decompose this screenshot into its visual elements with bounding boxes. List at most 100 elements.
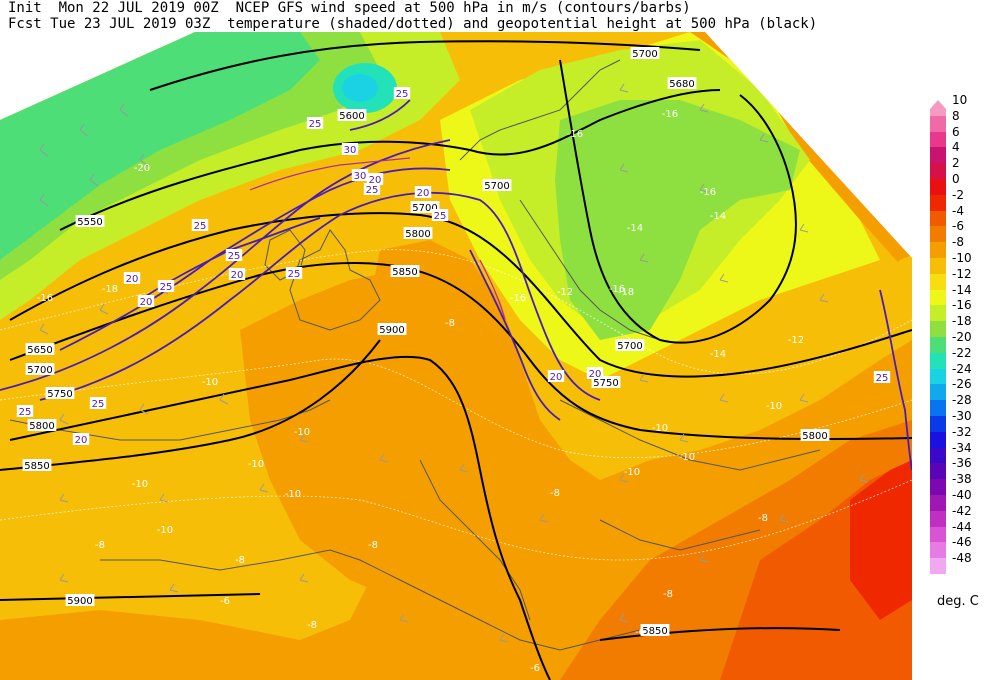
- legend-label: -44: [952, 519, 972, 534]
- legend-swatch: [930, 242, 946, 259]
- temperature-label: -16: [609, 284, 625, 295]
- legend-entry: -34: [930, 441, 990, 464]
- temperature-contours: [0, 249, 912, 561]
- temperature-label: -10: [766, 401, 782, 412]
- height-label: 5850: [24, 461, 49, 472]
- wind-label-box: [366, 173, 384, 185]
- legend-swatch: [930, 510, 946, 528]
- legend-entry: -36: [930, 456, 990, 480]
- height-label-box: [22, 459, 52, 471]
- height-label-box: [640, 624, 670, 636]
- legend-swatch: [930, 321, 946, 338]
- wind-label-box: [228, 268, 246, 280]
- height-label: 5900: [67, 596, 92, 607]
- temperature-label: -10: [248, 459, 264, 470]
- height-label: 5850: [392, 267, 417, 278]
- wind-label: 20: [417, 188, 430, 199]
- wind-label: 20: [75, 435, 88, 446]
- temperature-label: -8: [368, 540, 378, 551]
- legend-entry: -6: [930, 219, 990, 243]
- legend-label: -12: [952, 266, 972, 281]
- legend-label: 10: [952, 93, 968, 107]
- legend-label: -4: [952, 203, 964, 218]
- legend-swatch: [930, 226, 946, 243]
- legend-swatch: [930, 368, 946, 385]
- legend-entry: -14: [930, 283, 990, 306]
- temperature-label: -10: [679, 452, 695, 463]
- legend-entry: -32: [930, 425, 990, 449]
- wind-label-box: [351, 169, 369, 181]
- legend-swatch: [930, 526, 946, 543]
- temperature-label: -10: [202, 377, 218, 388]
- height-label: 5550: [77, 217, 102, 228]
- legend-swatch: [930, 447, 946, 464]
- legend-swatch: [930, 337, 946, 354]
- legend-entry: -18: [930, 314, 990, 338]
- wind-label-box: [363, 183, 381, 195]
- height-label: 5850: [642, 626, 667, 637]
- wind-label-box: [16, 405, 34, 417]
- temperature-label: -14: [710, 211, 726, 222]
- legend-entry: 2: [930, 156, 990, 180]
- temperature-label: -8: [758, 513, 768, 524]
- wind-label: 20: [550, 372, 563, 383]
- legend-swatch: [930, 273, 946, 291]
- temperature-label: -10: [157, 525, 173, 536]
- wind-label: 20: [140, 297, 153, 308]
- wind-label: 25: [434, 211, 447, 222]
- temperature-label: -20: [134, 163, 150, 174]
- legend-entry: -20: [930, 330, 990, 354]
- height-label-box: [377, 323, 407, 335]
- legend-swatch: [930, 258, 946, 275]
- wind-label: 25: [876, 373, 889, 384]
- height-labels: 5700 5680 5550 5600 5700 5700 5700 5800 5850 5900…: [22, 47, 830, 637]
- temperature-label: -16: [700, 187, 716, 198]
- wind-label-box: [341, 143, 359, 155]
- legend-entry: -40: [930, 488, 990, 512]
- height-label-box: [65, 594, 95, 606]
- temperature-label: -10: [294, 427, 310, 438]
- height-label: 5700: [27, 365, 52, 376]
- legend-label: -28: [952, 393, 972, 408]
- wind-label: 25: [288, 269, 301, 280]
- legend-label: 2: [952, 156, 960, 171]
- height-label-box: [27, 419, 57, 431]
- height-label-box: [25, 363, 55, 375]
- temperature-label: -16: [567, 129, 583, 140]
- legend-label: -14: [952, 282, 972, 297]
- temperature-labels: -16-16-16-14-14-16-16-12 -18-20-16-18-14-…: [37, 109, 804, 674]
- temperature-label: -8: [550, 488, 560, 499]
- legend-swatch: [930, 352, 946, 370]
- height-label-box: [75, 215, 105, 227]
- height-label-box: [25, 343, 55, 355]
- wind-label: 25: [160, 282, 173, 293]
- wind-label: 20: [369, 175, 382, 186]
- legend-entry: -30: [930, 409, 990, 433]
- temperature-label: -16: [662, 109, 678, 120]
- legend-swatch: [930, 463, 946, 480]
- legend-entry: -10: [930, 251, 990, 275]
- height-label-box: [482, 179, 512, 191]
- height-label: 5680: [669, 79, 694, 90]
- wind-label-box: [72, 433, 90, 445]
- temperature-label: -10: [132, 479, 148, 490]
- legend-label: -18: [952, 314, 972, 329]
- legend-unit: deg. C: [937, 594, 979, 609]
- legend-entry: -38: [930, 472, 990, 496]
- height-label-box: [390, 265, 420, 277]
- legend-label: -24: [952, 361, 972, 376]
- legend-swatch: [930, 131, 946, 148]
- height-label: 5750: [47, 389, 72, 400]
- legend-label: 0: [952, 172, 960, 186]
- legend-swatch: [930, 100, 946, 117]
- legend-entry: -44: [930, 520, 990, 543]
- wind-label: 25: [366, 185, 379, 196]
- wind-label-box: [89, 397, 107, 409]
- temperature-label: -6: [220, 596, 230, 607]
- legend-label: -48: [952, 551, 972, 566]
- legend-swatch: [930, 416, 946, 433]
- temperature-legend: 10 8 6 4 2 0 -2 -4 -6 -8 -10 -12 -14 -16 -18 -20 -22 -24-…: [930, 93, 990, 580]
- legend-entry: -12: [930, 267, 990, 291]
- height-label: 5700: [484, 181, 509, 192]
- height-label: 5800: [29, 421, 54, 432]
